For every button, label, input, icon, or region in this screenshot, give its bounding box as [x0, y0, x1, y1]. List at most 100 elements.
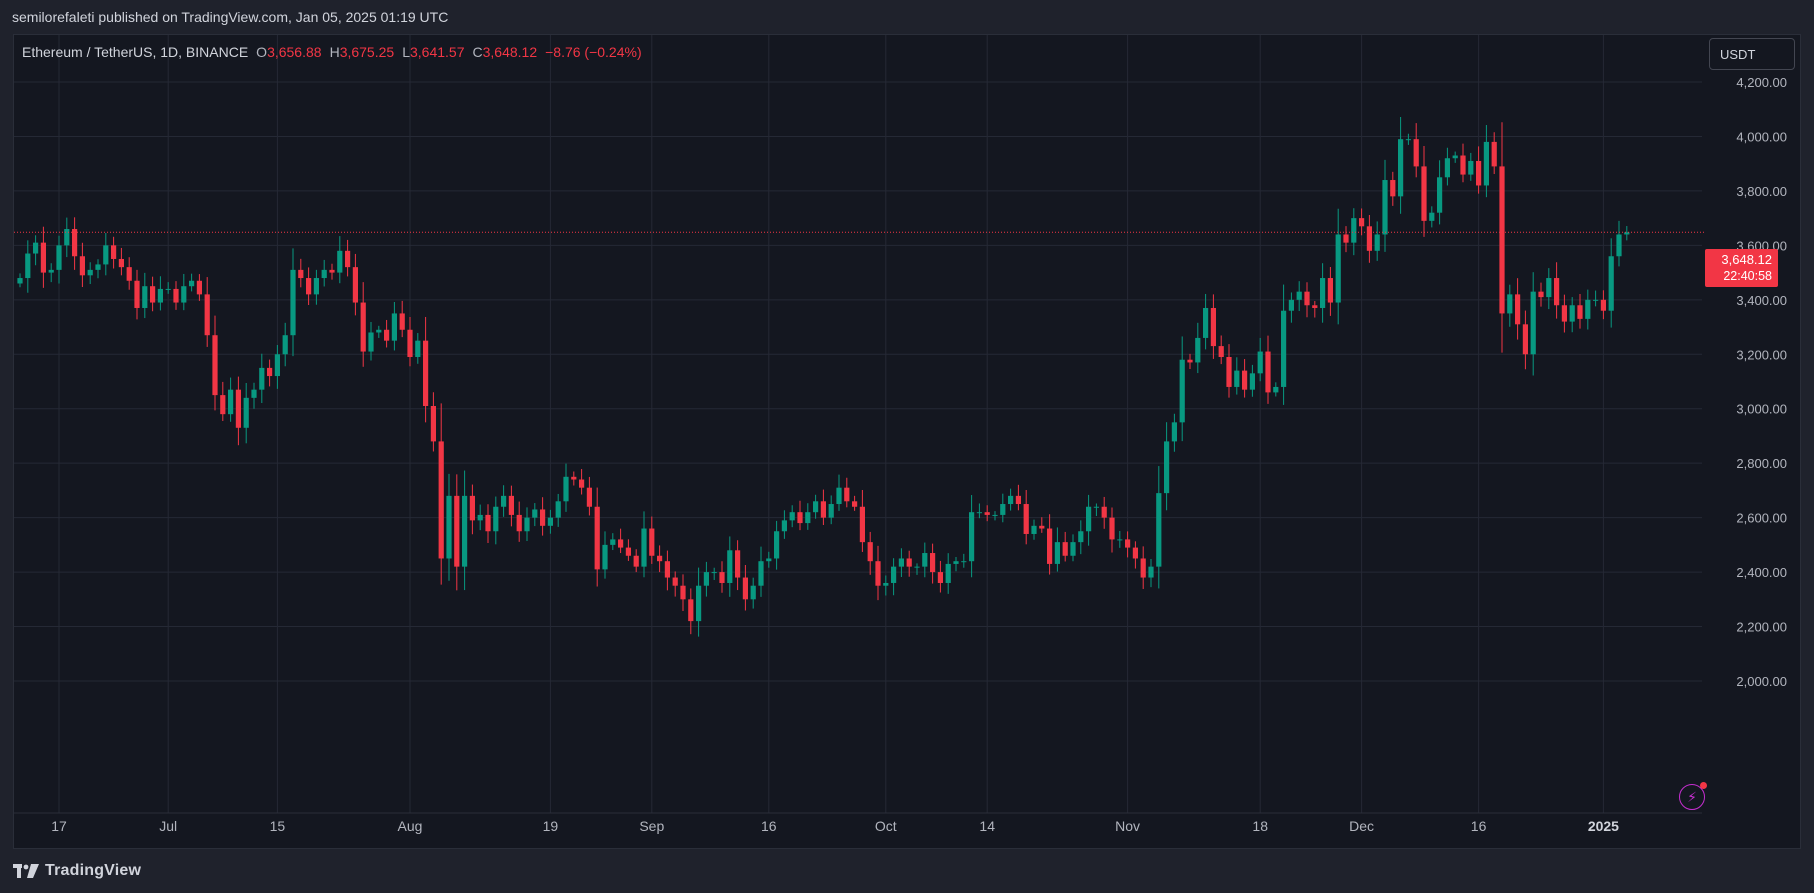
candle-body [1561, 305, 1567, 322]
candle-body [1530, 291, 1536, 355]
lightning-icon[interactable]: ⚡ [1679, 782, 1707, 810]
candle-body [1312, 305, 1318, 308]
last-price-badge: 3,648.12 22:40:58 [1705, 249, 1778, 287]
y-tick-label: 3,000.00 [1736, 402, 1787, 417]
y-tick-label: 2,800.00 [1736, 456, 1787, 471]
candle-body [945, 563, 951, 583]
candle-body [1086, 506, 1092, 532]
x-tick-label: Oct [875, 818, 897, 834]
candle-body [1460, 155, 1466, 175]
candle-body [1031, 525, 1037, 534]
candle-body [1335, 234, 1341, 303]
open-label: O [256, 44, 268, 60]
notification-dot [1700, 782, 1707, 789]
candle-body [1164, 441, 1170, 494]
candle-body [313, 278, 319, 295]
candle-body [189, 280, 195, 287]
candle-body [696, 585, 702, 622]
x-tick-label: Nov [1115, 818, 1140, 834]
y-tick-label: 4,000.00 [1736, 129, 1787, 144]
x-tick-label: 14 [979, 818, 995, 834]
symbol-label[interactable]: Ethereum / TetherUS, 1D, BINANCE [22, 44, 249, 60]
tradingview-logo-icon [13, 864, 39, 878]
candle-body [727, 550, 733, 583]
candle-body [508, 495, 514, 515]
candle-body [345, 250, 351, 268]
candle-body [1093, 506, 1099, 508]
candle-body [914, 566, 920, 568]
candle-body [1444, 158, 1450, 178]
candle-body [1366, 226, 1372, 251]
candle-body [1624, 232, 1630, 235]
candle-body [1421, 166, 1427, 221]
candle-body [1023, 504, 1029, 534]
candle-body [1015, 495, 1021, 505]
candle-body [664, 561, 670, 578]
y-tick-label: 4,200.00 [1736, 75, 1787, 90]
candle-body [259, 367, 265, 390]
candle-body [1405, 139, 1411, 141]
candle-body [454, 495, 460, 567]
candlestick-chart[interactable]: 2,000.00 2,200.00 2,400.00 2,600.00 2,800.00… [14, 35, 1800, 848]
x-tick-label: Jul [159, 818, 177, 834]
candle-body [1296, 291, 1302, 300]
candle-body [976, 512, 982, 514]
candle-body [1070, 542, 1076, 556]
candle-body [181, 286, 187, 303]
candle-body [1585, 299, 1591, 319]
candle-body [891, 566, 897, 583]
ohlc-legend: Ethereum / TetherUS, 1D, BINANCE O 3,656.… [22, 44, 642, 60]
x-tick-label: Sep [639, 818, 664, 834]
candle-body [1398, 139, 1404, 197]
candle-body [1242, 370, 1248, 390]
candle-body [126, 267, 132, 281]
candle-body [1569, 305, 1575, 322]
candle-body [352, 267, 358, 303]
candle-body [1538, 291, 1544, 298]
candle-body [157, 288, 163, 303]
candle-body [220, 395, 226, 415]
candle-body [1374, 234, 1380, 251]
low-value: 3,641.57 [409, 44, 465, 60]
candle-body [282, 335, 288, 355]
candle-body [1195, 337, 1201, 363]
candle-body [1187, 359, 1193, 363]
candle-body [742, 577, 748, 600]
x-tick-label: Dec [1349, 818, 1374, 834]
y-tick-label: 3,400.00 [1736, 293, 1787, 308]
candle-body [469, 495, 475, 521]
candle-body [1288, 299, 1294, 311]
tradingview-logo[interactable]: TradingView [13, 862, 141, 880]
candle-body [594, 506, 600, 570]
candle-body [813, 501, 819, 513]
candle-body [111, 245, 117, 259]
x-tick-label: 15 [270, 818, 286, 834]
candle-body [1039, 525, 1045, 529]
candle-body [79, 256, 85, 276]
candle-body [516, 514, 522, 532]
candle-body [1437, 177, 1443, 213]
candle-body [72, 229, 78, 257]
candle-body [446, 495, 452, 559]
candle-body [407, 329, 413, 357]
candle-body [1468, 160, 1474, 175]
candle-body [836, 487, 842, 505]
candle-body [142, 286, 148, 308]
candle-body [376, 329, 382, 333]
candle-body [852, 501, 858, 507]
candle-body [204, 294, 210, 336]
candle-body [1351, 218, 1357, 243]
chart-frame[interactable]: 2,000.00 2,200.00 2,400.00 2,600.00 2,800.00… [13, 34, 1801, 849]
currency-button[interactable]: USDT [1709, 38, 1795, 70]
candle-body [555, 501, 561, 518]
candle-body [1062, 542, 1068, 556]
x-tick-label: 16 [761, 818, 777, 834]
candle-body [501, 495, 507, 507]
candle-body [1054, 542, 1060, 564]
candle-body [462, 495, 468, 567]
footer-brand: TradingView [45, 862, 142, 879]
y-tick-label: 2,000.00 [1736, 674, 1787, 689]
candle-body [867, 542, 873, 562]
candle-body [1546, 278, 1552, 298]
candle-body [56, 245, 62, 270]
